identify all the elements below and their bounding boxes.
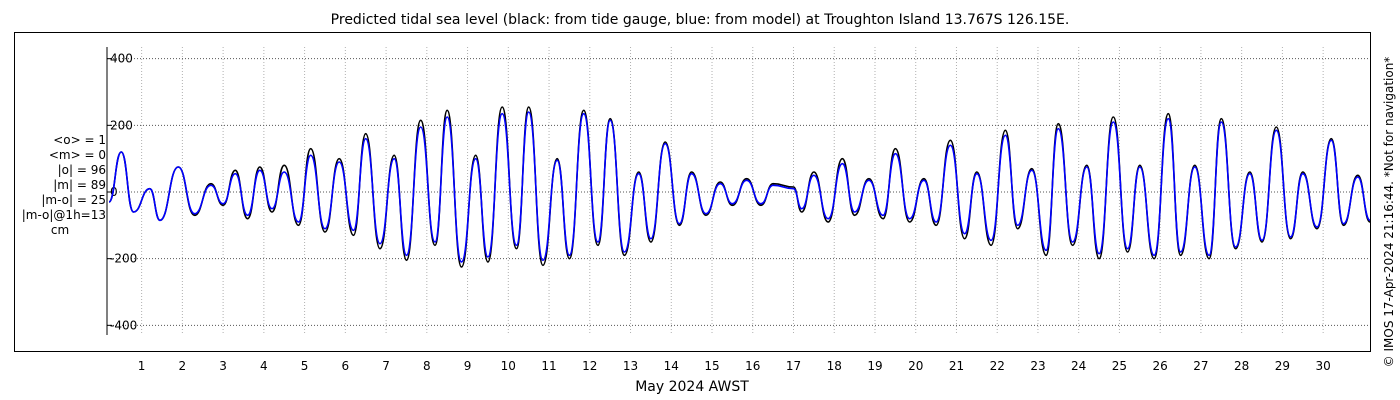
x-tick-label: 12	[582, 359, 597, 373]
stat-abs-observed: |o| = 96	[57, 163, 106, 177]
y-tick-label: -200	[110, 252, 137, 266]
outer-frame	[14, 32, 1371, 352]
stat-unit: cm	[50, 223, 70, 237]
x-tick-label: 20	[908, 359, 923, 373]
x-tick-label: 15	[704, 359, 719, 373]
x-tick-label: 2	[179, 359, 187, 373]
x-tick-label: 25	[1112, 359, 1127, 373]
x-tick-label: 21	[949, 359, 964, 373]
stat-abs-model: |m| = 89	[53, 178, 106, 192]
statistics-panel: <o> = 1 <m> = 0 |o| = 96 |m| = 89 |m-o| …	[14, 133, 106, 238]
stat-abs-diff-1h: |m-o|@1h=13	[21, 208, 106, 222]
x-tick-label: 7	[382, 359, 390, 373]
x-tick-label: 14	[664, 359, 679, 373]
x-tick-label: 8	[423, 359, 431, 373]
x-tick-label: 29	[1275, 359, 1290, 373]
y-tick-label: -400	[110, 318, 137, 332]
copyright-note: © IMOS 17-Apr-2024 21:16:44. *Not for na…	[1382, 57, 1396, 368]
x-tick-label: 5	[301, 359, 309, 373]
x-tick-label: 27	[1193, 359, 1208, 373]
x-tick-label: 16	[745, 359, 760, 373]
x-axis: 1 2 3 4 5 6 7 8 9 10 11 12 13 14 15 16 17 18 19 20 21 22 23 24 2…	[138, 359, 1331, 373]
x-tick-label: 26	[1153, 359, 1168, 373]
x-tick-label: 10	[501, 359, 516, 373]
model-series-line	[108, 111, 1371, 263]
x-tick-label: 22	[990, 359, 1005, 373]
x-tick-label: 24	[1071, 359, 1086, 373]
x-tick-label: 13	[623, 359, 638, 373]
x-tick-label: 3	[219, 359, 227, 373]
tide-gauge-series-line	[108, 106, 1371, 268]
x-tick-label: 17	[786, 359, 801, 373]
grid-lines	[107, 47, 1370, 335]
stat-mean-observed: <o> = 1	[53, 133, 106, 147]
x-tick-label: 28	[1234, 359, 1249, 373]
x-tick-label: 11	[541, 359, 556, 373]
x-tick-label: 30	[1316, 359, 1331, 373]
x-axis-label: May 2024 AWST	[635, 379, 749, 395]
x-tick-label: 18	[827, 359, 842, 373]
chart-title: Predicted tidal sea level (black: from t…	[331, 12, 1070, 28]
y-tick-label: 200	[110, 118, 133, 132]
x-tick-label: 23	[1030, 359, 1045, 373]
stat-abs-diff: |m-o| = 25	[41, 193, 106, 207]
stat-mean-model: <m> = 0	[48, 148, 106, 162]
series-layer	[108, 106, 1371, 268]
x-tick-label: 9	[464, 359, 472, 373]
x-tick-label: 19	[867, 359, 882, 373]
x-tick-label: 4	[260, 359, 268, 373]
x-tick-label: 1	[138, 359, 146, 373]
y-tick-label: 400	[110, 52, 133, 66]
x-tick-label: 6	[342, 359, 350, 373]
